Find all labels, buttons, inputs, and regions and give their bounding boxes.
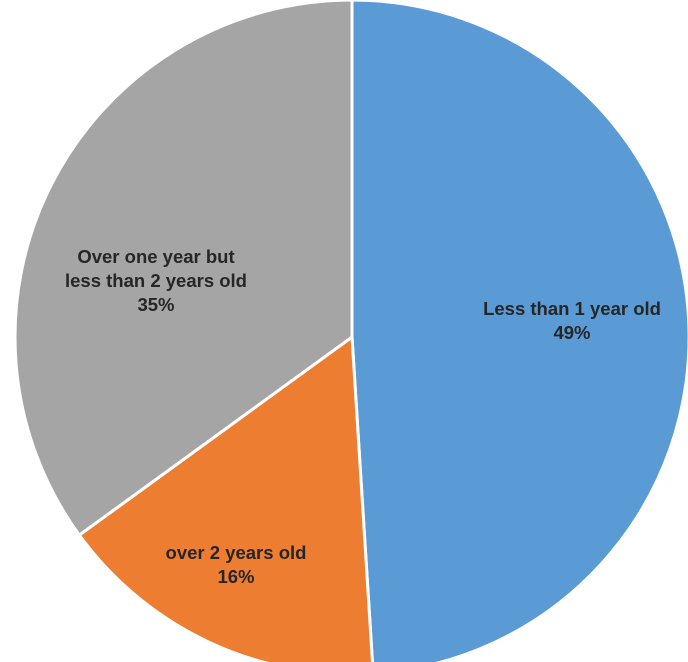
- pie-category-label: over 2 years old: [166, 542, 307, 563]
- pie-slices: [13, 0, 688, 662]
- pie-label-one-to-2-years: Over one year but less than 2 years old 35…: [65, 246, 247, 315]
- pie-slice-less-than-1-year: [350, 0, 688, 662]
- pie-labels: Less than 1 year old 49% over 2 years old 1…: [65, 246, 661, 587]
- pie-category-label: less than 2 years old: [65, 270, 247, 291]
- pie-category-label: Less than 1 year old: [483, 298, 661, 319]
- pie-label-over-2-years: over 2 years old 16%: [166, 542, 307, 587]
- pie-category-label: Over one year but: [77, 246, 234, 267]
- pie-value-label: 35%: [137, 294, 174, 315]
- pie-slice-one-to-2-years: [13, 0, 354, 538]
- pie-slice-over-2-years: [77, 334, 374, 662]
- pie-value-label: 16%: [217, 566, 254, 587]
- pie-value-label: 49%: [553, 322, 590, 343]
- pie-label-less-than-1-year: Less than 1 year old 49%: [483, 298, 661, 343]
